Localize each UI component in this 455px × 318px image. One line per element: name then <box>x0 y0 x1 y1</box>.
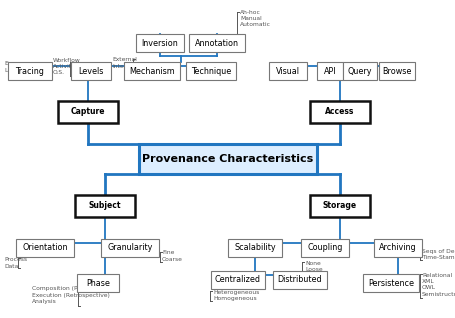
Text: Technique: Technique <box>191 66 231 75</box>
Text: Eager
Lazy: Eager Lazy <box>4 61 21 73</box>
Text: Access: Access <box>324 107 354 116</box>
FancyBboxPatch shape <box>211 271 264 289</box>
FancyBboxPatch shape <box>124 62 180 80</box>
Text: Browse: Browse <box>381 66 411 75</box>
Text: Mechanism: Mechanism <box>129 66 174 75</box>
Text: Relational
XML
OWL
Semistructured: Relational XML OWL Semistructured <box>421 273 455 297</box>
Text: External
Internal: External Internal <box>112 58 136 69</box>
FancyBboxPatch shape <box>342 62 376 80</box>
FancyBboxPatch shape <box>71 62 111 80</box>
FancyBboxPatch shape <box>186 62 236 80</box>
Text: Visual: Visual <box>275 66 299 75</box>
Text: Persistence: Persistence <box>367 279 413 287</box>
Text: Granularity: Granularity <box>107 244 152 252</box>
Text: Scalability: Scalability <box>234 244 275 252</box>
FancyBboxPatch shape <box>309 195 369 217</box>
FancyBboxPatch shape <box>188 34 244 52</box>
Text: Storage: Storage <box>322 202 356 211</box>
Text: API: API <box>323 66 335 75</box>
FancyBboxPatch shape <box>136 34 184 52</box>
Text: Process
Data: Process Data <box>4 257 27 269</box>
FancyBboxPatch shape <box>228 239 281 257</box>
FancyBboxPatch shape <box>309 101 369 123</box>
Text: Levels: Levels <box>78 66 103 75</box>
FancyBboxPatch shape <box>316 62 342 80</box>
Text: Composition (Prospective)
Execution (Retrospective)
Analysis: Composition (Prospective) Execution (Ret… <box>32 286 111 304</box>
Text: Tracing: Tracing <box>15 66 44 75</box>
FancyBboxPatch shape <box>101 239 159 257</box>
Text: Inversion: Inversion <box>142 38 178 47</box>
Text: None
Loose
High: None Loose High <box>304 261 322 278</box>
Text: Archiving: Archiving <box>379 244 416 252</box>
FancyBboxPatch shape <box>300 239 348 257</box>
FancyBboxPatch shape <box>362 274 418 292</box>
Text: Query: Query <box>347 66 371 75</box>
Text: Annotation: Annotation <box>195 38 238 47</box>
Text: Capture: Capture <box>71 107 105 116</box>
Text: Seqs of Delta
Time-Stamp: Seqs of Delta Time-Stamp <box>421 249 455 260</box>
FancyBboxPatch shape <box>75 195 135 217</box>
FancyBboxPatch shape <box>58 101 118 123</box>
Text: Fine
Coarse: Fine Coarse <box>162 250 182 262</box>
FancyBboxPatch shape <box>77 274 119 292</box>
Text: Coupling: Coupling <box>307 244 342 252</box>
Text: Ah-hoc
Manual
Automatic: Ah-hoc Manual Automatic <box>239 10 270 27</box>
Text: Orientation: Orientation <box>22 244 68 252</box>
Text: Heterogeneous
Homogeneous: Heterogeneous Homogeneous <box>212 290 259 301</box>
FancyBboxPatch shape <box>8 62 52 80</box>
FancyBboxPatch shape <box>139 144 316 174</box>
Text: Workflow
Activity
O.S.: Workflow Activity O.S. <box>53 58 81 75</box>
Text: Phase: Phase <box>86 279 110 287</box>
FancyBboxPatch shape <box>268 62 306 80</box>
Text: Centralized: Centralized <box>214 275 260 285</box>
Text: Distributed: Distributed <box>277 275 322 285</box>
Text: Subject: Subject <box>89 202 121 211</box>
FancyBboxPatch shape <box>16 239 74 257</box>
Text: Provenance Characteristics: Provenance Characteristics <box>142 154 313 164</box>
FancyBboxPatch shape <box>378 62 414 80</box>
FancyBboxPatch shape <box>273 271 326 289</box>
FancyBboxPatch shape <box>373 239 421 257</box>
